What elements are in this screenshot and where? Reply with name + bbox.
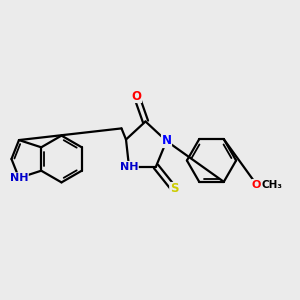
Text: CH₃: CH₃ <box>262 180 283 190</box>
Text: O: O <box>252 179 261 190</box>
Text: S: S <box>170 182 178 196</box>
Text: N: N <box>161 134 172 148</box>
Text: O: O <box>131 89 142 103</box>
Text: NH: NH <box>120 161 138 172</box>
Text: NH: NH <box>10 173 28 183</box>
